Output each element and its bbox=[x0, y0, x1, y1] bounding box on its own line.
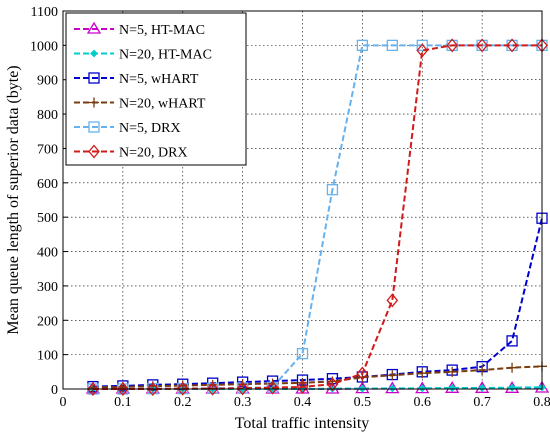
x-tick-label: 0.5 bbox=[354, 395, 372, 410]
x-tick-label: 0 bbox=[60, 395, 67, 410]
legend-label: N=20, wHART bbox=[119, 97, 206, 112]
data-point bbox=[326, 184, 339, 196]
data-point bbox=[356, 366, 369, 381]
y-tick-label: 0 bbox=[51, 383, 58, 398]
data-point bbox=[90, 49, 98, 58]
data-point bbox=[296, 379, 309, 394]
y-tick-label: 900 bbox=[37, 74, 58, 89]
legend-entry: N=20, HT-MAC bbox=[74, 48, 212, 63]
data-point bbox=[506, 38, 518, 53]
y-tick-label: 100 bbox=[37, 349, 58, 364]
data-point bbox=[418, 384, 427, 393]
data-point bbox=[296, 347, 309, 360]
data-point bbox=[86, 21, 102, 34]
legend-entry: N=5, wHART bbox=[74, 72, 199, 87]
data-point bbox=[236, 381, 249, 396]
data-point bbox=[87, 381, 99, 397]
y-tick-label: 400 bbox=[37, 246, 58, 261]
y-tick-label: 700 bbox=[37, 142, 58, 157]
y-axis-title: Mean queue length of superior data (byte… bbox=[5, 65, 22, 334]
y-tick-label: 1100 bbox=[31, 5, 58, 20]
data-point bbox=[388, 384, 397, 393]
y-tick-label: 600 bbox=[37, 177, 58, 192]
data-point bbox=[477, 365, 488, 376]
series-line bbox=[92, 217, 543, 388]
data-point bbox=[416, 43, 429, 58]
plot-frame bbox=[62, 10, 543, 390]
data-point bbox=[88, 121, 100, 133]
data-point bbox=[266, 380, 279, 395]
x-tick-label: 0.6 bbox=[414, 395, 432, 410]
legend-label: N=20, HT-MAC bbox=[119, 48, 212, 63]
data-point bbox=[446, 38, 459, 53]
data-point bbox=[387, 370, 398, 381]
data-point bbox=[506, 335, 518, 347]
data-point bbox=[326, 377, 339, 392]
legend: N=5, HT-MAC N=20, HT-MAC N=5, wHART N=20, w… bbox=[65, 12, 247, 166]
data-point bbox=[416, 39, 428, 52]
tick-labels: 0 0.1 0.2 0.3 0.4 0.5 0.6 0.7 0.8 0 100 200 300 400 50… bbox=[30, 5, 550, 410]
legend-entry: N=20, wHART bbox=[74, 97, 206, 112]
data-point bbox=[476, 38, 488, 53]
legend-entry: N=5, DRX bbox=[74, 121, 181, 136]
x-tick-label: 0.8 bbox=[533, 395, 550, 410]
y-tick-label: 300 bbox=[37, 280, 58, 295]
y-tick-label: 1000 bbox=[30, 39, 58, 54]
legend-label: N=20, DRX bbox=[119, 146, 188, 161]
legend-label: N=5, HT-MAC bbox=[119, 23, 205, 38]
legend-label: N=5, DRX bbox=[119, 121, 181, 136]
series-line bbox=[92, 365, 543, 389]
y-tick-label: 500 bbox=[37, 211, 58, 226]
data-point bbox=[88, 72, 100, 84]
data-point bbox=[89, 97, 99, 108]
legend-label: N=5, wHART bbox=[119, 72, 199, 87]
data-point bbox=[117, 381, 129, 397]
x-tick-label: 0.3 bbox=[234, 395, 252, 410]
legend-box bbox=[65, 12, 247, 166]
data-point bbox=[386, 39, 398, 52]
legend-entry: N=20, DRX bbox=[74, 144, 188, 161]
data-point bbox=[447, 366, 458, 377]
data-point bbox=[88, 144, 100, 159]
data-point bbox=[176, 381, 189, 396]
data-point bbox=[206, 381, 219, 396]
data-point bbox=[356, 39, 369, 52]
x-tick-label: 0.4 bbox=[294, 395, 312, 410]
x-tick-label: 0.7 bbox=[473, 395, 491, 410]
y-tick-label: 200 bbox=[37, 314, 58, 329]
data-point bbox=[507, 362, 518, 373]
x-tick-label: 0.2 bbox=[174, 395, 192, 410]
data-point bbox=[386, 293, 399, 308]
data-point bbox=[417, 368, 428, 379]
x-tick-label: 0.1 bbox=[114, 395, 132, 410]
data-point bbox=[146, 381, 159, 397]
y-tick-label: 800 bbox=[37, 108, 58, 123]
legend-entry: N=5, HT-MAC bbox=[74, 21, 205, 38]
x-axis-title: Total traffic intensity bbox=[235, 415, 370, 432]
